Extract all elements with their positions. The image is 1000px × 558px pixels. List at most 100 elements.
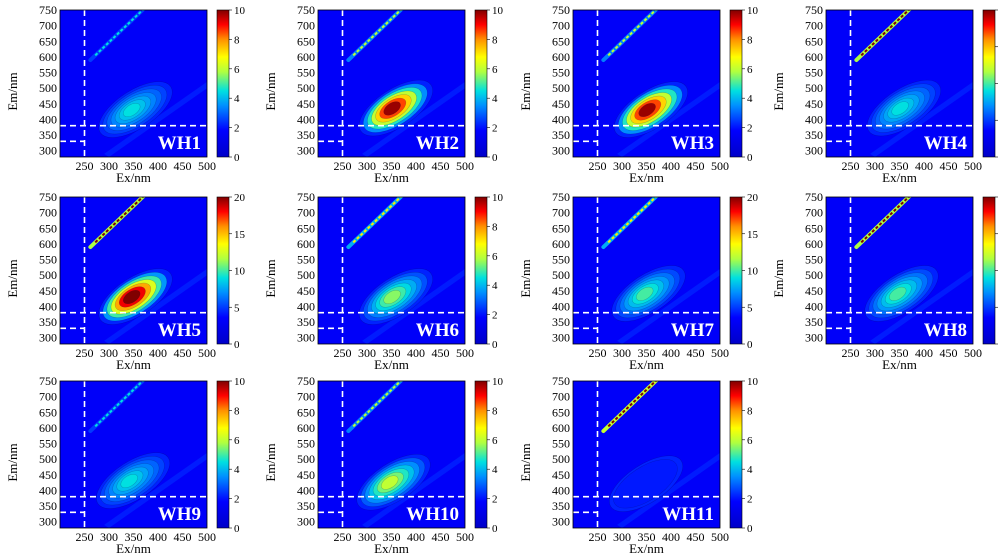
x-tick-label: 400 [662, 346, 680, 360]
contour-level [123, 102, 141, 118]
scatter-streak-core [860, 197, 911, 244]
x-tick-label: 400 [149, 530, 167, 544]
colorbar-tick-label: 10 [234, 5, 246, 17]
y-tick-label: 300 [297, 331, 315, 345]
plot-frame [572, 9, 721, 158]
y-tick-label: 700 [39, 206, 57, 220]
colorbar-tick-label: 4 [492, 93, 498, 105]
y-tick-label: 550 [39, 253, 57, 267]
colorbar-tick-label: 2 [234, 123, 240, 135]
x-tick-label: 250 [334, 346, 352, 360]
contour-level [891, 101, 909, 116]
x-tick-label: 250 [589, 530, 607, 544]
y-tick-label: 750 [805, 190, 823, 204]
colorbar-tick-label: 10 [747, 376, 759, 388]
y-tick-label: 650 [297, 405, 315, 419]
y-tick-label: 750 [552, 374, 570, 388]
y-axis-title: Em/nm [518, 443, 533, 481]
colorbar [729, 196, 743, 345]
x-axis-title: Ex/nm [374, 170, 409, 185]
y-tick-label: 550 [552, 66, 570, 80]
y-tick-label: 450 [39, 97, 57, 111]
y-tick-label: 750 [805, 3, 823, 17]
heatmap-area [60, 10, 207, 157]
y-tick-label: 300 [552, 331, 570, 345]
y-tick-label: 300 [805, 331, 823, 345]
y-axis-title: Em/nm [771, 72, 786, 110]
x-tick-label: 250 [334, 159, 352, 173]
x-tick-label: 350 [891, 346, 909, 360]
x-tick-label: 400 [407, 159, 425, 173]
x-tick-label: 250 [76, 159, 94, 173]
x-tick-label: 250 [842, 346, 860, 360]
colorbar-tick-label: 4 [747, 93, 753, 105]
y-tick-label: 700 [552, 390, 570, 404]
y-tick-label: 450 [39, 284, 57, 298]
scatter-streak-core [607, 197, 658, 244]
x-tick-label: 500 [456, 530, 474, 544]
panel-label: WH3 [671, 133, 714, 154]
y-tick-label: 700 [805, 19, 823, 33]
colorbar-tick-label: 2 [492, 123, 498, 135]
colorbar-tick-label: 4 [747, 464, 753, 476]
colorbar-tick-label: 8 [234, 34, 240, 46]
y-tick-label: 550 [297, 66, 315, 80]
y-tick-label: 350 [805, 315, 823, 329]
y-tick-label: 300 [297, 144, 315, 158]
y-tick-label: 550 [297, 437, 315, 451]
x-axis-title: Ex/nm [629, 541, 664, 556]
colorbar-tick-label: 0 [492, 152, 498, 164]
colorbar [474, 380, 488, 529]
x-tick-label: 350 [125, 159, 143, 173]
x-tick-label: 400 [915, 346, 933, 360]
colorbar-tick-label: 10 [747, 266, 759, 278]
colorbar [216, 196, 230, 345]
scatter-streak-core [352, 10, 403, 57]
heatmap-area [60, 197, 207, 344]
y-axis-title: Em/nm [5, 443, 20, 481]
y-tick-label: 350 [39, 128, 57, 142]
colorbar-tick-label: 10 [492, 192, 504, 204]
x-tick-label: 300 [613, 346, 631, 360]
colorbar-tick-label: 2 [492, 310, 498, 322]
x-tick-label: 450 [174, 159, 192, 173]
y-tick-label: 650 [552, 405, 570, 419]
scatter-band [362, 81, 465, 157]
x-tick-label: 250 [589, 346, 607, 360]
y-axis-title: Em/nm [771, 259, 786, 297]
y-tick-label: 750 [39, 3, 57, 17]
y-tick-label: 450 [297, 468, 315, 482]
x-tick-label: 400 [662, 530, 680, 544]
y-tick-label: 450 [805, 284, 823, 298]
y-tick-label: 600 [297, 50, 315, 64]
y-tick-label: 450 [39, 468, 57, 482]
y-tick-label: 300 [297, 515, 315, 529]
x-tick-label: 250 [334, 530, 352, 544]
y-tick-label: 500 [552, 81, 570, 95]
contour-level [636, 286, 654, 301]
y-tick-label: 650 [39, 405, 57, 419]
colorbar-tick-label: 2 [747, 494, 753, 506]
y-tick-label: 500 [297, 268, 315, 282]
scatter-band [104, 452, 207, 528]
y-tick-label: 600 [552, 421, 570, 435]
x-tick-label: 300 [358, 159, 376, 173]
colorbar-tick-label: 4 [234, 464, 240, 476]
colorbar-tick-label: 8 [492, 221, 498, 233]
colorbar-tick-label: 8 [234, 405, 240, 417]
y-tick-label: 300 [39, 515, 57, 529]
scatter-streak-core [352, 381, 403, 428]
colorbar-tick-label: 0 [234, 339, 240, 351]
plot-frame [317, 196, 466, 345]
colorbar-tick-label: 0 [747, 523, 753, 535]
x-tick-label: 300 [866, 159, 884, 173]
x-tick-label: 300 [613, 530, 631, 544]
y-axis-title: Em/nm [263, 443, 278, 481]
y-tick-label: 600 [552, 237, 570, 251]
y-tick-label: 550 [39, 66, 57, 80]
